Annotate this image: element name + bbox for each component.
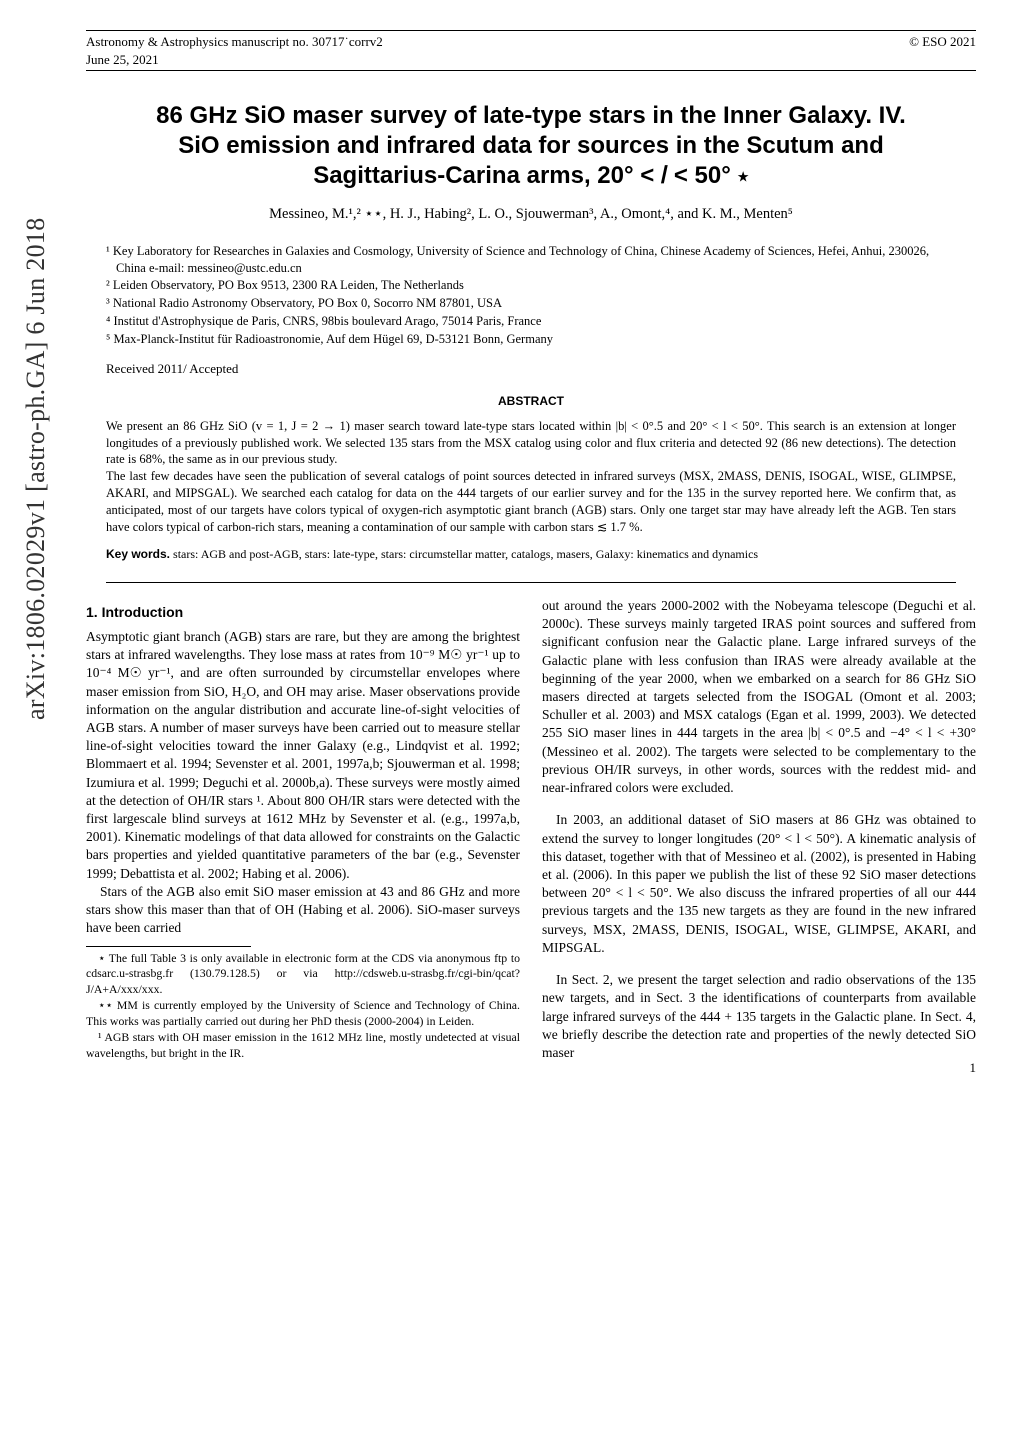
affiliation-1: ¹ Key Laboratory for Researches in Galax… xyxy=(106,243,956,277)
title-line-1: 86 GHz SiO maser survey of late-type sta… xyxy=(156,102,906,129)
received-accepted: Received 2011/ Accepted xyxy=(106,360,956,378)
abstract-heading: ABSTRACT xyxy=(86,393,976,409)
affiliations: ¹ Key Laboratory for Researches in Galax… xyxy=(106,243,956,348)
abstract-para-1: We present an 86 GHz SiO (v = 1, J = 2 →… xyxy=(106,419,956,467)
intro-para-1: Asymptotic giant branch (AGB) stars are … xyxy=(86,628,520,883)
footnote-1: ¹ AGB stars with OH maser emission in th… xyxy=(86,1030,520,1062)
arxiv-watermark: arXiv:1806.02029v1 [astro-ph.GA] 6 Jun 2… xyxy=(18,217,53,720)
body-columns: 1. Introduction Asymptotic giant branch … xyxy=(86,597,976,1062)
intro-para-2: Stars of the AGB also emit SiO maser emi… xyxy=(86,883,520,938)
title-line-3: Sagittarius-Carina arms, 20° < 𝑙 < 50° ⋆ xyxy=(313,162,749,189)
footnote-doublestar: ⋆⋆ MM is currently employed by the Unive… xyxy=(86,998,520,1030)
abstract-para-2: The last few decades have seen the publi… xyxy=(106,469,956,534)
left-column: 1. Introduction Asymptotic giant branch … xyxy=(86,597,520,1062)
affiliation-4: ⁴ Institut d'Astrophysique de Paris, CNR… xyxy=(106,313,956,330)
authors-list: Messineo, M.¹,² ⋆⋆, H. J., Habing², L. O… xyxy=(86,205,976,225)
affiliation-3: ³ National Radio Astronomy Observatory, … xyxy=(106,295,956,312)
manuscript-id: Astronomy & Astrophysics manuscript no. … xyxy=(86,34,383,49)
manuscript-header: Astronomy & Astrophysics manuscript no. … xyxy=(86,30,976,71)
manuscript-date: June 25, 2021 xyxy=(86,52,159,67)
header-left: Astronomy & Astrophysics manuscript no. … xyxy=(86,33,383,68)
page-number: 1 xyxy=(970,1059,977,1077)
right-column: out around the years 2000-2002 with the … xyxy=(542,597,976,1062)
footnote-star: ⋆ The full Table 3 is only available in … xyxy=(86,951,520,999)
keywords-label: Key words. xyxy=(106,547,170,561)
affiliation-5: ⁵ Max-Planck-Institut für Radioastronomi… xyxy=(106,331,956,348)
title-line-2: SiO emission and infrared data for sourc… xyxy=(178,132,883,159)
section-1-heading: 1. Introduction xyxy=(86,603,520,622)
intro-para-5: In Sect. 2, we present the target select… xyxy=(542,971,976,1062)
paper-title: 86 GHz SiO maser survey of late-type sta… xyxy=(86,101,976,191)
affiliation-2: ² Leiden Observatory, PO Box 9513, 2300 … xyxy=(106,277,956,294)
intro-para-4: In 2003, an additional dataset of SiO ma… xyxy=(542,811,976,957)
footnotes: ⋆ The full Table 3 is only available in … xyxy=(86,951,520,1062)
keywords: Key words. stars: AGB and post-AGB, star… xyxy=(106,546,956,562)
abstract-separator xyxy=(106,582,956,583)
copyright-notice: © ESO 2021 xyxy=(909,33,976,68)
abstract-body: We present an 86 GHz SiO (v = 1, J = 2 →… xyxy=(106,418,956,536)
keywords-text: stars: AGB and post-AGB, stars: late-typ… xyxy=(170,547,758,561)
intro-para-3: out around the years 2000-2002 with the … xyxy=(542,597,976,797)
footnote-separator xyxy=(86,946,251,947)
title-block: 86 GHz SiO maser survey of late-type sta… xyxy=(86,101,976,225)
